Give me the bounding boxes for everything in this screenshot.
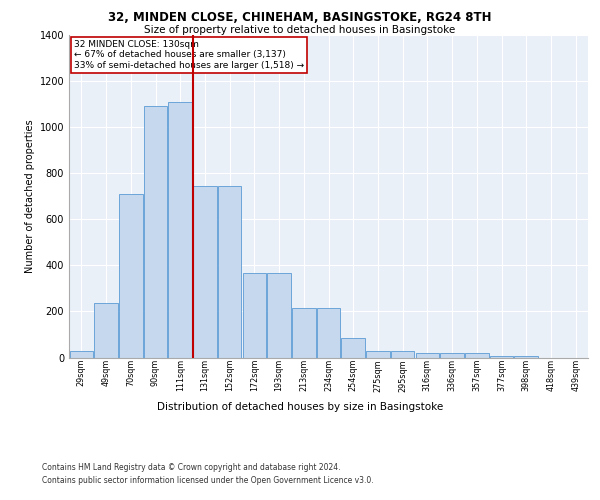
Bar [268,274,291,357]
Bar [391,350,415,358]
Bar [119,194,143,358]
Bar [94,304,118,358]
Text: Distribution of detached houses by size in Basingstoke: Distribution of detached houses by size … [157,402,443,412]
Bar [70,350,93,358]
Bar [242,274,266,357]
Text: Contains public sector information licensed under the Open Government Licence v3: Contains public sector information licen… [42,476,374,485]
Bar [341,338,365,357]
Bar [317,308,340,358]
Bar [292,308,316,358]
Y-axis label: Number of detached properties: Number of detached properties [25,120,35,273]
Bar [440,353,464,358]
Bar [218,186,241,358]
Text: 32, MINDEN CLOSE, CHINEHAM, BASINGSTOKE, RG24 8TH: 32, MINDEN CLOSE, CHINEHAM, BASINGSTOKE,… [108,11,492,24]
Text: 32 MINDEN CLOSE: 130sqm
← 67% of detached houses are smaller (3,137)
33% of semi: 32 MINDEN CLOSE: 130sqm ← 67% of detache… [74,40,304,70]
Bar [169,102,192,358]
Bar [193,186,217,358]
Bar [465,353,488,358]
Bar [144,106,167,358]
Bar [366,350,389,358]
Text: Size of property relative to detached houses in Basingstoke: Size of property relative to detached ho… [145,25,455,35]
Bar [416,353,439,358]
Bar [514,356,538,358]
Text: Contains HM Land Registry data © Crown copyright and database right 2024.: Contains HM Land Registry data © Crown c… [42,462,341,471]
Bar [490,356,513,358]
